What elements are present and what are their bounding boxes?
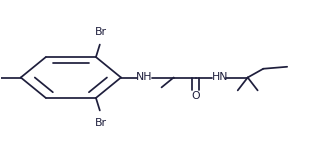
Text: Br: Br xyxy=(95,27,107,37)
Text: Br: Br xyxy=(95,118,107,128)
Text: NH: NH xyxy=(136,73,153,82)
Text: HN: HN xyxy=(212,73,228,82)
Text: O: O xyxy=(191,91,200,101)
